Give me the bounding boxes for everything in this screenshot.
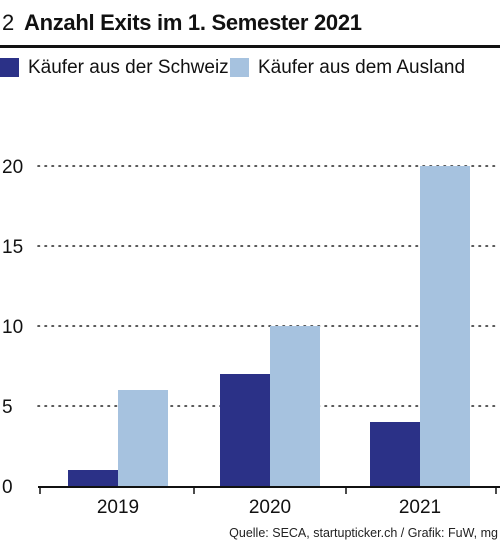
bar-foreign-2021 (420, 166, 470, 486)
x-tick-label: 2020 (249, 497, 291, 518)
title-rule (0, 45, 500, 48)
y-tick-label: 0 (2, 477, 13, 498)
source-note: Quelle: SECA, startupticker.ch / Grafik:… (229, 526, 498, 540)
legend-label-foreign: Käufer aus dem Ausland (258, 57, 466, 78)
x-tick-label: 2021 (399, 497, 441, 518)
y-tick-label: 20 (2, 157, 23, 178)
y-tick-label: 5 (2, 397, 13, 418)
bar-domestic-2021 (370, 422, 420, 486)
bar-foreign-2020 (270, 326, 320, 486)
y-tick-label: 10 (2, 317, 23, 338)
chart-title: Anzahl Exits im 1. Semester 2021 (24, 10, 362, 35)
bar-domestic-2019 (68, 470, 118, 486)
x-tick-label: 2019 (97, 497, 139, 518)
legend-swatch-domestic (0, 58, 19, 77)
bar-chart: 0 5 10 15 20 2019 2020 2021 (2, 157, 500, 518)
figure-number: 2 (2, 10, 15, 35)
legend-label-domestic: Käufer aus der Schweiz (28, 57, 229, 78)
bar-domestic-2020 (220, 374, 270, 486)
y-tick-label: 15 (2, 237, 23, 258)
chart-header: 2 Anzahl Exits im 1. Semester 2021 (0, 8, 500, 38)
legend-swatch-foreign (230, 58, 249, 77)
bar-foreign-2019 (118, 390, 168, 486)
